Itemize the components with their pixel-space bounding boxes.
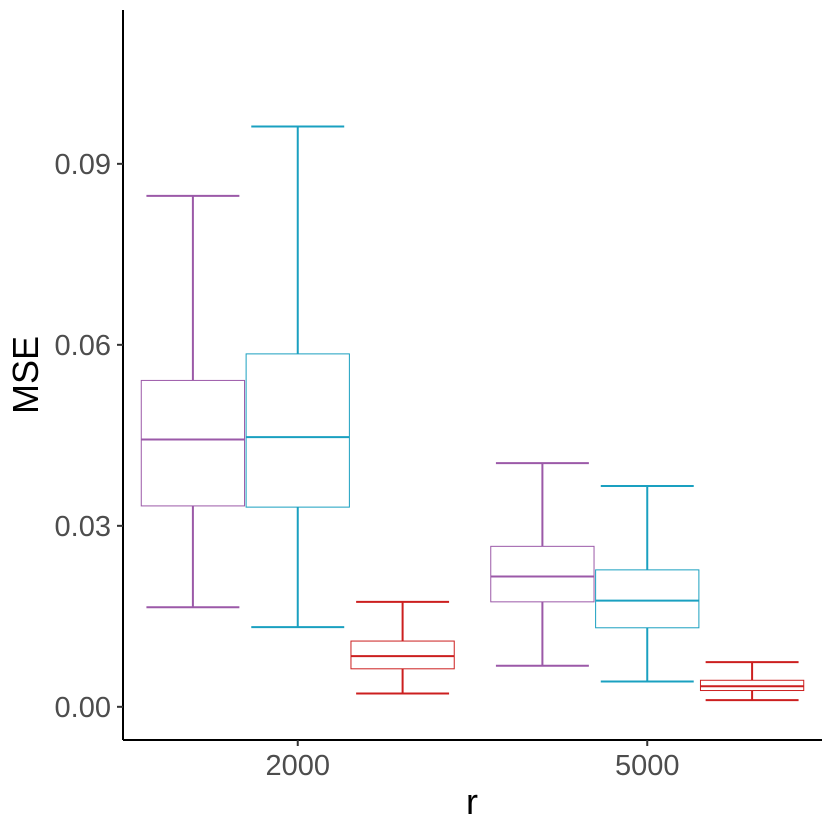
- y-tick-label: 0.00: [55, 692, 111, 724]
- box-iqr: [245, 353, 350, 508]
- box-series-3-r-2000: [350, 600, 455, 695]
- x-axis-title: r: [466, 781, 478, 822]
- y-tick-label: 0.06: [55, 330, 111, 362]
- box-series-2-r-5000: [595, 485, 700, 683]
- box-iqr: [490, 545, 595, 603]
- y-tick-label: 0.09: [55, 149, 111, 181]
- box-iqr: [140, 379, 246, 507]
- box-iqr: [350, 640, 455, 670]
- x-tick-label: 2000: [265, 750, 330, 782]
- box-series-1-r-2000: [140, 194, 246, 609]
- y-tick-label: 0.03: [55, 511, 111, 543]
- box-series-3-r-5000: [699, 661, 805, 702]
- boxes-layer: [140, 125, 805, 702]
- y-axis-title: MSE: [5, 336, 46, 414]
- x-tick-label: 5000: [615, 750, 680, 782]
- box-series-1-r-5000: [490, 462, 595, 667]
- y-ticks-layer: 0.00 0.03 0.06 0.09: [55, 149, 123, 724]
- box-series-2-r-2000: [245, 125, 350, 629]
- x-ticks-layer: 2000 5000: [265, 740, 680, 782]
- box-iqr: [595, 569, 700, 629]
